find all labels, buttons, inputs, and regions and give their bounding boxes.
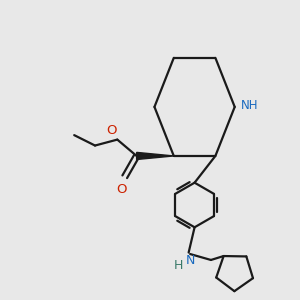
Text: O: O: [116, 183, 126, 196]
Text: N: N: [185, 254, 195, 267]
Text: H: H: [173, 259, 183, 272]
Polygon shape: [136, 152, 174, 160]
Text: O: O: [107, 124, 117, 136]
Text: NH: NH: [241, 99, 259, 112]
